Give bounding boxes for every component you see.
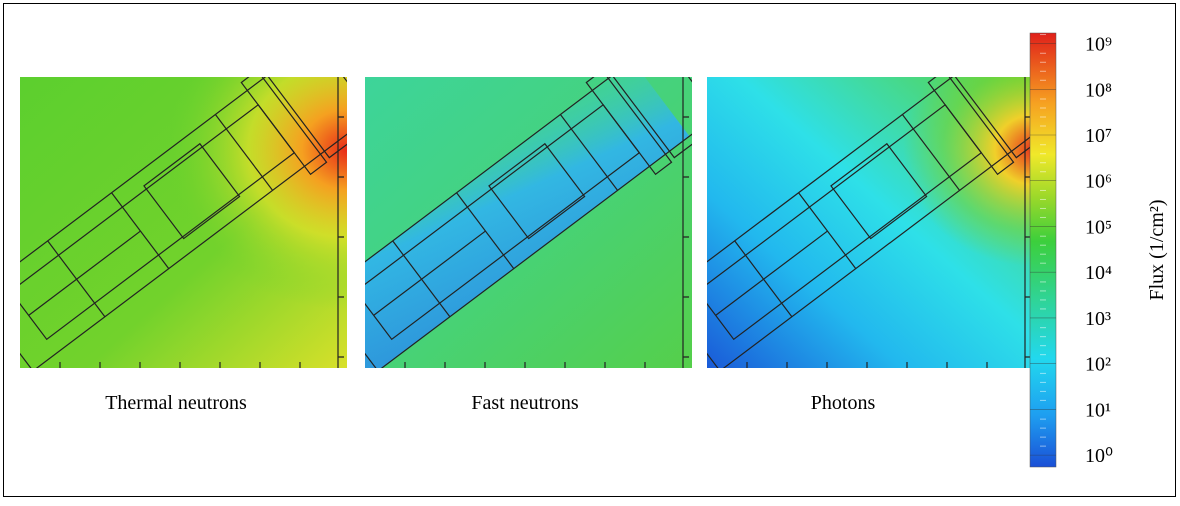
colorbar [1029,32,1057,468]
panel-label: Fast neutrons [471,392,578,414]
tick-label: 10¹ [1085,399,1111,421]
panel-image [365,77,692,368]
tick-label: 10⁵ [1085,216,1112,238]
tick-label: 10⁴ [1085,262,1112,284]
tick-label: 10⁷ [1085,125,1112,147]
panel-label: Photons [811,392,876,414]
tick-label: 10² [1085,354,1111,376]
panel-label: Thermal neutrons [105,392,247,414]
panel-image [20,77,347,368]
tick-label: 10⁶ [1085,171,1112,193]
frame [3,3,1176,497]
tick-label: 10⁸ [1085,79,1112,101]
colorbar-label: Flux (1/cm²) [1146,200,1168,301]
tick-label: 10³ [1085,308,1111,330]
tick-label: 10⁰ [1085,445,1113,467]
panel-image [707,77,1034,368]
tick-label: 10⁹ [1085,34,1112,56]
